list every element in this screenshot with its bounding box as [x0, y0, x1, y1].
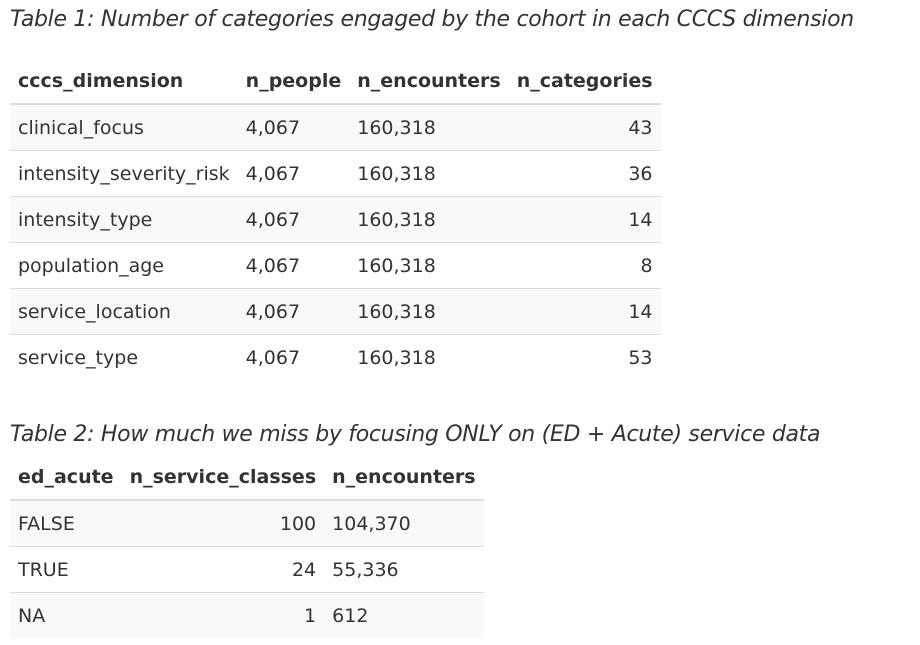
cell-n-encounters: 160,318 — [349, 103, 509, 151]
table-row: service_location 4,067 160,318 14 — [10, 288, 661, 335]
cell-n-people: 4,067 — [237, 103, 350, 151]
cell-cccs-dimension: intensity_type — [10, 196, 238, 243]
cell-n-encounters: 160,318 — [349, 334, 509, 380]
cell-n-service-classes: 1 — [121, 592, 325, 638]
table-row: NA 1 612 — [10, 592, 484, 638]
cell-n-people: 4,067 — [237, 196, 350, 243]
table-row: intensity_type 4,067 160,318 14 — [10, 196, 661, 243]
table-row: clinical_focus 4,067 160,318 43 — [10, 103, 661, 151]
cell-ed-acute: NA — [10, 592, 122, 638]
cell-cccs-dimension: service_location — [10, 288, 238, 335]
column-header-n-encounters: n_encounters — [324, 454, 484, 501]
cell-n-encounters: 160,318 — [349, 242, 509, 289]
cell-ed-acute: TRUE — [10, 546, 122, 593]
cell-n-encounters: 612 — [324, 592, 484, 638]
cell-n-categories: 8 — [508, 242, 661, 289]
table-row: service_type 4,067 160,318 53 — [10, 334, 661, 380]
column-header-n-service-classes: n_service_classes — [121, 454, 325, 501]
cell-n-service-classes: 24 — [121, 546, 325, 593]
table-1-caption: Table 1: Number of categories engaged by… — [10, 7, 854, 32]
cell-n-people: 4,067 — [237, 288, 350, 335]
column-header-n-people: n_people — [237, 58, 350, 105]
cell-n-categories: 53 — [508, 334, 661, 380]
cell-n-encounters: 55,336 — [324, 546, 484, 593]
cell-n-encounters: 104,370 — [324, 499, 484, 547]
cell-n-categories: 14 — [508, 288, 661, 335]
cell-n-categories: 14 — [508, 196, 661, 243]
table-2: ed_acute n_service_classes n_encounters … — [10, 454, 484, 638]
cell-n-encounters: 160,318 — [349, 288, 509, 335]
cell-n-encounters: 160,318 — [349, 150, 509, 197]
table-2-caption: Table 2: How much we miss by focusing ON… — [10, 422, 821, 447]
table-header-row: ed_acute n_service_classes n_encounters — [10, 454, 484, 501]
cell-n-service-classes: 100 — [121, 499, 325, 547]
cell-n-categories: 36 — [508, 150, 661, 197]
table-row: FALSE 100 104,370 — [10, 499, 484, 547]
column-header-ed-acute: ed_acute — [10, 454, 122, 501]
table-header-row: cccs_dimension n_people n_encounters n_c… — [10, 58, 661, 105]
cell-n-encounters: 160,318 — [349, 196, 509, 243]
column-header-cccs-dimension: cccs_dimension — [10, 58, 238, 105]
cell-cccs-dimension: intensity_severity_risk — [10, 150, 238, 197]
cell-n-categories: 43 — [508, 103, 661, 151]
cell-cccs-dimension: population_age — [10, 242, 238, 289]
column-header-n-encounters: n_encounters — [349, 58, 509, 105]
cell-cccs-dimension: service_type — [10, 334, 238, 380]
cell-ed-acute: FALSE — [10, 499, 122, 547]
table-row: TRUE 24 55,336 — [10, 546, 484, 593]
table-row: population_age 4,067 160,318 8 — [10, 242, 661, 289]
column-header-n-categories: n_categories — [508, 58, 661, 105]
table-row: intensity_severity_risk 4,067 160,318 36 — [10, 150, 661, 197]
cell-n-people: 4,067 — [237, 334, 350, 380]
table-1: cccs_dimension n_people n_encounters n_c… — [10, 58, 661, 380]
cell-n-people: 4,067 — [237, 150, 350, 197]
cell-n-people: 4,067 — [237, 242, 350, 289]
cell-cccs-dimension: clinical_focus — [10, 103, 238, 151]
